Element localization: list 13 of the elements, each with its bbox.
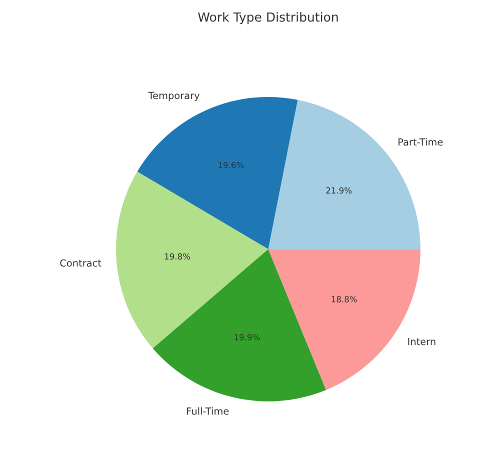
chart-title: Work Type Distribution [198, 12, 338, 24]
pie-slice [152, 249, 326, 402]
slice-label: Intern [408, 338, 436, 346]
data-label: 18.8% [332, 296, 357, 302]
slice-label: Full-Time [187, 407, 229, 415]
slice-label: Contract [60, 259, 102, 267]
data-label: 21.9% [326, 187, 352, 194]
data-label: 19.6% [218, 162, 244, 168]
pie-slice [116, 172, 268, 348]
slice-label: Part-Time [398, 138, 443, 146]
slice-label: Temporary [148, 92, 200, 102]
data-label: 19.8% [164, 253, 190, 260]
data-label: 19.9% [234, 334, 260, 340]
